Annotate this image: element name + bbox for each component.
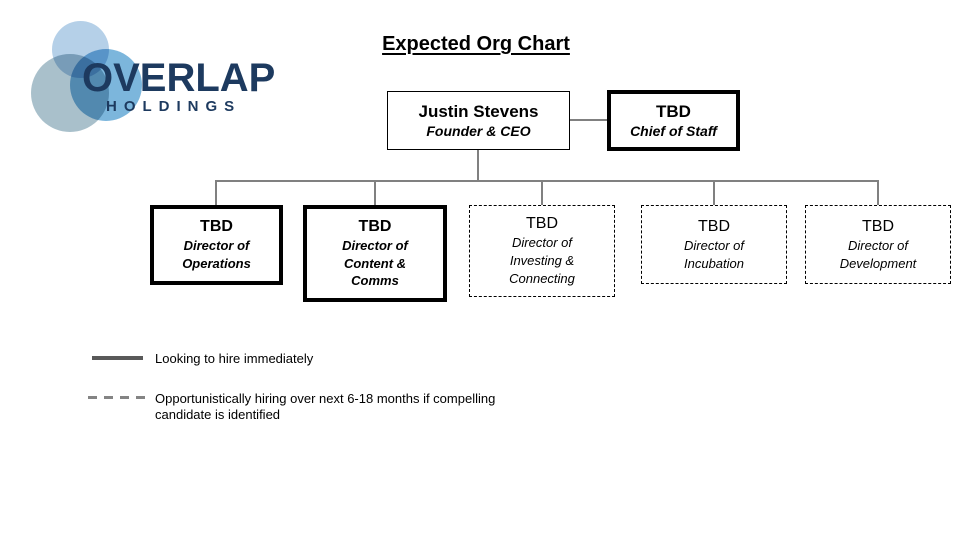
legend-dashed-line-swatch xyxy=(88,396,146,399)
org-node-role: Director of Incubation xyxy=(684,237,744,271)
connector-drop-incubation xyxy=(713,180,715,206)
logo-subtitle: HOLDINGS xyxy=(106,98,242,115)
org-node-role: Director of Investing & Connecting xyxy=(509,235,575,286)
org-node-name: TBD xyxy=(862,217,894,235)
logo-circle-right xyxy=(70,49,142,121)
org-node-role: Chief of Staff xyxy=(630,123,717,140)
page-title: Expected Org Chart xyxy=(382,33,570,55)
org-node-role: Founder & CEO xyxy=(426,123,531,140)
org-node-name: TBD xyxy=(698,217,730,235)
org-node-role: Director of Operations xyxy=(182,238,251,271)
org-node-ceo: Justin Stevens Founder & CEO xyxy=(387,91,570,150)
logo-wordmark: OVERLAP xyxy=(82,56,276,100)
connector-ceo-to-chief-of-staff xyxy=(570,119,607,121)
org-node-director-content-comms: TBD Director of Content & Comms xyxy=(303,205,447,302)
org-node-name: TBD xyxy=(358,217,392,235)
connector-drop-content-comms xyxy=(374,180,376,206)
org-node-name: TBD xyxy=(656,101,691,121)
org-node-name: TBD xyxy=(526,215,558,233)
connector-drop-investing xyxy=(541,180,543,206)
legend-label-immediate: Looking to hire immediately xyxy=(155,351,314,366)
org-node-chief-of-staff: TBD Chief of Staff xyxy=(607,90,740,151)
connector-drop-operations xyxy=(215,180,217,206)
org-node-role: Director of Development xyxy=(839,237,917,271)
overlap-holdings-logo: OVERLAP HOLDINGS xyxy=(0,0,290,140)
org-node-role: Director of Content & Comms xyxy=(342,237,408,289)
org-node-name: TBD xyxy=(200,218,233,236)
org-node-director-incubation: TBD Director of Incubation xyxy=(641,205,787,284)
connector-ceo-down xyxy=(477,150,479,181)
legend-solid-line-swatch xyxy=(92,356,143,360)
org-node-director-development: TBD Director of Development xyxy=(805,205,951,284)
connector-drop-development xyxy=(877,180,879,206)
org-node-director-investing-connecting: TBD Director of Investing & Connecting xyxy=(469,205,615,297)
org-node-name: Justin Stevens xyxy=(418,101,539,121)
connector-horizontal-rail xyxy=(215,180,879,182)
legend-label-opportunistic: Opportunistically hiring over next 6-18 … xyxy=(155,391,496,422)
org-node-director-operations: TBD Director of Operations xyxy=(150,205,283,285)
